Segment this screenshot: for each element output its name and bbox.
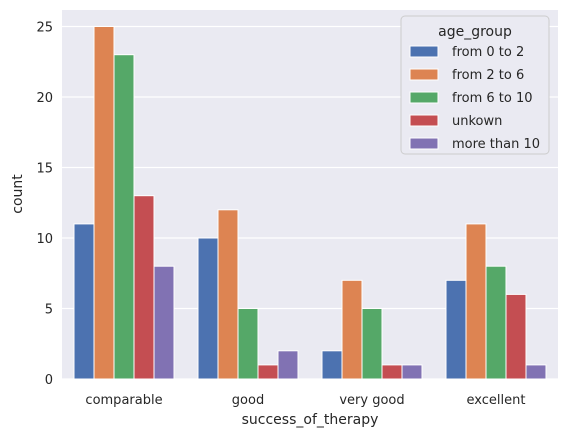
bar — [113, 54, 135, 380]
legend-label: from 6 to 10 — [452, 91, 533, 106]
y-tick-label: 5 — [45, 303, 53, 318]
bar — [341, 279, 363, 380]
bar — [401, 364, 423, 380]
legend-label: from 0 to 2 — [452, 45, 524, 60]
bar — [445, 279, 467, 380]
x-tick-labels: comparable good very good excellent — [85, 393, 525, 408]
bar — [237, 308, 259, 380]
bar — [505, 293, 527, 380]
legend: age_group from 0 to 2 from 2 to 6 from 6 t… — [400, 15, 550, 155]
bar — [381, 364, 403, 380]
bar — [217, 209, 239, 380]
bar — [73, 223, 95, 380]
bar — [133, 195, 155, 380]
y-axis-label: count — [10, 174, 26, 214]
bar — [257, 364, 279, 380]
legend-label: more than 10 — [452, 137, 540, 152]
bars — [73, 26, 547, 380]
bar — [93, 26, 115, 380]
bar — [361, 308, 383, 380]
y-tick-label: 20 — [36, 91, 53, 106]
legend-swatch — [409, 45, 439, 58]
legend-items: from 0 to 2 from 2 to 6 from 6 to 10 unkown… — [409, 45, 540, 152]
legend-swatch — [409, 91, 439, 104]
x-axis-label: success_of_therapy — [242, 412, 379, 428]
bar — [525, 364, 547, 380]
bar — [153, 265, 175, 380]
y-tick-label: 15 — [36, 162, 53, 177]
bar — [277, 350, 299, 380]
y-tick-label: 25 — [36, 21, 53, 36]
bar — [197, 237, 219, 380]
x-tick-label: comparable — [85, 393, 162, 408]
x-tick-label: excellent — [467, 393, 526, 408]
y-tick-label: 10 — [36, 232, 53, 247]
bar — [485, 265, 507, 380]
bar — [321, 350, 343, 380]
bar — [465, 223, 487, 380]
legend-swatch — [409, 137, 439, 150]
legend-label: from 2 to 6 — [452, 68, 524, 83]
x-tick-label: very good — [339, 393, 404, 408]
legend-title: age_group — [438, 24, 512, 40]
x-tick-label: good — [232, 393, 264, 408]
legend-label: unkown — [452, 114, 502, 129]
y-tick-label: 0 — [45, 373, 53, 388]
y-tick-labels: 0 5 10 15 20 25 — [36, 21, 53, 389]
legend-swatch — [409, 114, 439, 127]
legend-swatch — [409, 68, 439, 81]
